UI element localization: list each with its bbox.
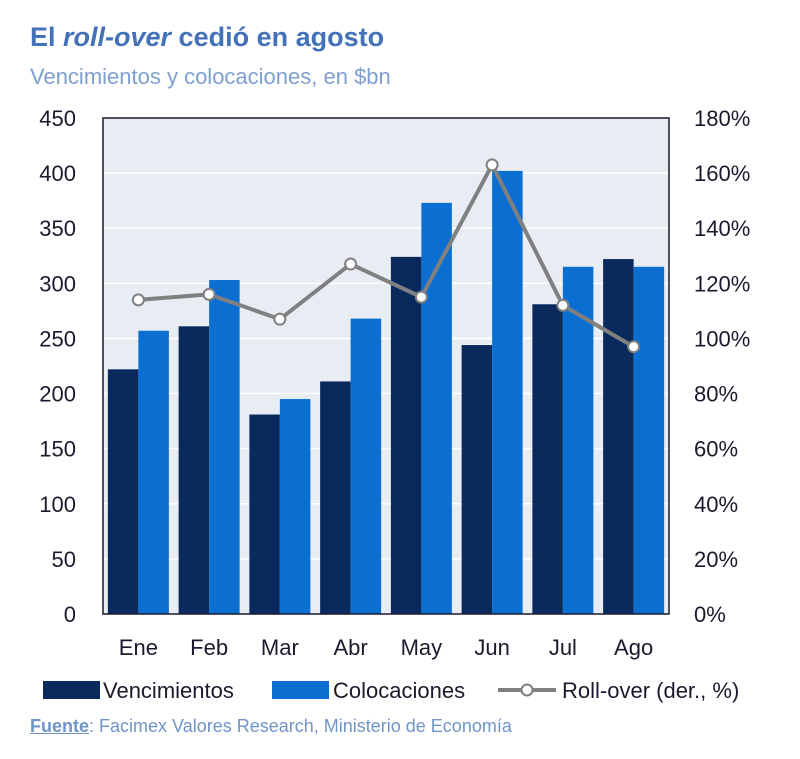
x-tick-label: May	[401, 635, 443, 660]
rollover-point	[485, 158, 499, 172]
bar-vencimientos	[461, 345, 493, 614]
bar-colocaciones	[562, 266, 594, 614]
title-emphasis: roll-over	[63, 22, 172, 52]
bar-colocaciones	[633, 266, 665, 614]
bar-colocaciones	[279, 399, 311, 614]
source-label: Fuente	[30, 716, 90, 736]
x-tick-label: Jul	[549, 635, 577, 660]
bar-vencimientos	[107, 369, 139, 614]
y-tick-label: 300	[39, 271, 76, 296]
x-tick-label: Abr	[334, 635, 368, 660]
bar-vencimientos	[178, 326, 210, 614]
legend-marker-rollover	[520, 683, 534, 697]
bar-vencimientos	[320, 381, 351, 614]
bar-vencimientos	[603, 259, 634, 614]
y-tick-label: 350	[39, 216, 76, 241]
legend-label-rollover: Roll-over (der., %)	[562, 678, 739, 703]
y2-tick-label: 40%	[694, 492, 738, 517]
y2-tick-label: 100%	[694, 326, 750, 351]
plot-frame	[102, 117, 670, 615]
y2-tick-label: 60%	[694, 437, 738, 462]
y-tick-label: 100	[39, 492, 76, 517]
x-tick-label: Mar	[261, 635, 299, 660]
x-tick-label: Ene	[119, 635, 158, 660]
y2-tick-label: 160%	[694, 161, 750, 186]
source-note: Fuente: Facimex Valores Research, Minist…	[30, 716, 512, 737]
chart-title: El roll-over cedió en agosto	[30, 22, 385, 52]
bar-vencimientos	[390, 256, 422, 614]
bar-vencimientos	[532, 304, 563, 614]
legend-swatch-vencimientos	[43, 681, 100, 699]
y2-tick-label: 0%	[694, 602, 726, 627]
y-tick-label: 50	[52, 547, 76, 572]
rollover-point	[627, 340, 641, 354]
source-text: : Facimex Valores Research, Ministerio d…	[89, 716, 512, 736]
rollover-point	[344, 257, 358, 271]
rollover-point	[414, 290, 428, 304]
bar-colocaciones	[492, 170, 523, 614]
chart-subtitle: Vencimientos y colocaciones, en $bn	[30, 64, 391, 89]
x-tick-label: Jun	[474, 635, 509, 660]
y-tick-label: 150	[39, 437, 76, 462]
rollover-point	[131, 293, 145, 307]
bar-colocaciones	[209, 280, 240, 614]
y-tick-label: 400	[39, 161, 76, 186]
y2-tick-label: 120%	[694, 271, 750, 296]
y2-tick-label: 140%	[694, 216, 750, 241]
rollover-point	[273, 312, 287, 326]
y-tick-label: 200	[39, 382, 76, 407]
legend-swatch-colocaciones	[272, 681, 329, 699]
x-tick-label: Feb	[190, 635, 228, 660]
bar-vencimientos	[249, 414, 280, 614]
bar-colocaciones	[138, 330, 169, 614]
y2-tick-label: 20%	[694, 547, 738, 572]
rollover-point	[202, 287, 216, 301]
y-tick-label: 250	[39, 326, 76, 351]
y-tick-label: 450	[39, 106, 76, 131]
rollover-point	[556, 298, 570, 312]
bar-colocaciones	[350, 318, 382, 614]
rollover-line	[138, 162, 635, 349]
legend-label-colocaciones: Colocaciones	[333, 678, 465, 703]
legend-label-vencimientos: Vencimientos	[103, 678, 234, 703]
x-tick-label: Ago	[614, 635, 653, 660]
y2-tick-label: 180%	[694, 106, 750, 131]
y-tick-label: 0	[64, 602, 76, 627]
y2-tick-label: 80%	[694, 382, 738, 407]
